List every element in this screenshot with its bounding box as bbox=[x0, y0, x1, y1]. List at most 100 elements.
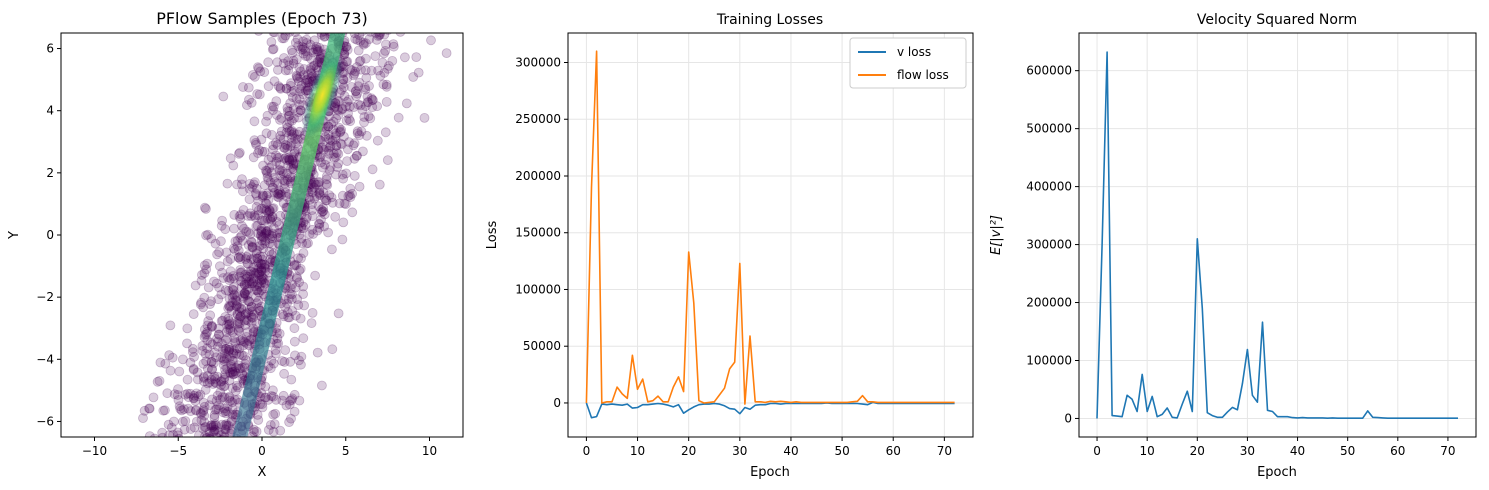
scatter-point bbox=[209, 276, 219, 287]
scatter-point bbox=[210, 404, 221, 415]
scatter-point bbox=[226, 305, 237, 316]
scatter-point bbox=[250, 285, 261, 295]
y-tick-label: 100000 bbox=[515, 282, 561, 296]
scatter-point bbox=[349, 68, 360, 79]
scatter-point bbox=[316, 207, 327, 218]
scatter-point bbox=[232, 343, 242, 354]
scatter-point bbox=[242, 327, 253, 338]
scatter-point bbox=[217, 419, 228, 430]
scatter-point bbox=[441, 48, 452, 58]
scatter-point bbox=[357, 105, 368, 115]
scatter-point bbox=[221, 327, 232, 337]
scatter-point bbox=[260, 165, 271, 176]
scatter-point bbox=[260, 225, 271, 236]
scatter-point bbox=[223, 303, 234, 314]
scatter-point bbox=[295, 263, 306, 274]
scatter-point bbox=[193, 391, 204, 402]
scatter-point bbox=[333, 110, 344, 121]
scatter-point bbox=[210, 238, 221, 249]
scatter-point bbox=[204, 377, 215, 388]
scatter-point bbox=[341, 41, 352, 52]
scatter-point bbox=[381, 79, 392, 90]
scatter-point bbox=[336, 104, 347, 115]
scatter-point bbox=[282, 140, 293, 151]
scatter-point bbox=[218, 91, 229, 102]
scatter-point bbox=[202, 370, 213, 381]
scatter-point bbox=[276, 126, 287, 137]
scatter-point bbox=[262, 168, 272, 179]
scatter-point bbox=[274, 328, 285, 339]
scatter-point bbox=[199, 292, 210, 303]
scatter-point bbox=[235, 213, 246, 224]
scatter-point bbox=[314, 219, 325, 230]
y-tick-label: −4 bbox=[36, 352, 54, 366]
scatter-point bbox=[324, 190, 335, 201]
scatter-point bbox=[345, 183, 356, 194]
scatter-point bbox=[284, 399, 295, 410]
scatter-point bbox=[243, 258, 253, 269]
scatter-point bbox=[228, 369, 239, 380]
scatter-point bbox=[343, 191, 354, 202]
y-tick-label: 300000 bbox=[1026, 238, 1072, 252]
scatter-point bbox=[339, 198, 350, 209]
scatter-point bbox=[257, 272, 268, 283]
scatter-point bbox=[248, 179, 259, 190]
scatter-point bbox=[221, 408, 231, 419]
scatter-point bbox=[214, 261, 225, 272]
scatter-point bbox=[300, 78, 311, 88]
scatter-point bbox=[256, 235, 267, 246]
scatter-point bbox=[248, 152, 259, 163]
scatter-point bbox=[157, 427, 168, 437]
scatter-point bbox=[227, 355, 238, 366]
scatter-point bbox=[263, 394, 274, 405]
scatter-point bbox=[298, 48, 309, 59]
scatter-point bbox=[288, 58, 299, 69]
scatter-point bbox=[344, 114, 355, 124]
scatter-point bbox=[228, 356, 239, 366]
scatter-point bbox=[215, 387, 226, 398]
scatter-point bbox=[281, 83, 292, 94]
scatter-point bbox=[206, 321, 217, 332]
scatter-point bbox=[233, 148, 244, 159]
scatter-point bbox=[292, 34, 303, 44]
scatter-point bbox=[312, 57, 323, 67]
scatter-point bbox=[280, 345, 291, 356]
scatter-point bbox=[251, 201, 262, 212]
scatter-point bbox=[348, 102, 359, 112]
scatter-point bbox=[366, 65, 377, 76]
scatter-point bbox=[224, 320, 234, 330]
scatter-point bbox=[224, 315, 235, 326]
scatter-point bbox=[287, 393, 298, 404]
scatter-point bbox=[273, 81, 284, 92]
scatter-point bbox=[160, 358, 171, 369]
scatter-point bbox=[223, 313, 234, 324]
scatter-point bbox=[307, 187, 318, 198]
scatter-point bbox=[287, 154, 298, 165]
scatter-point bbox=[267, 182, 278, 193]
scatter-point bbox=[230, 236, 241, 247]
scatter-point bbox=[337, 103, 348, 114]
scatter-point bbox=[361, 72, 372, 83]
scatter-point bbox=[235, 335, 246, 346]
scatter-point bbox=[314, 152, 325, 163]
scatter-point bbox=[327, 135, 338, 146]
scatter-point bbox=[313, 177, 324, 188]
scatter-point bbox=[338, 82, 349, 93]
scatter-point bbox=[233, 252, 244, 263]
scatter-point bbox=[247, 182, 258, 193]
scatter-point bbox=[291, 54, 302, 65]
scatter-point bbox=[380, 127, 391, 138]
scatter-point bbox=[265, 213, 276, 224]
scatter-point bbox=[241, 355, 252, 366]
scatter-point bbox=[152, 376, 163, 387]
scatter-point bbox=[249, 267, 260, 278]
scatter-point bbox=[180, 416, 191, 426]
scatter-point bbox=[202, 258, 213, 269]
scatter-point bbox=[225, 301, 236, 311]
scatter-point bbox=[239, 288, 250, 298]
scatter-point bbox=[233, 326, 244, 337]
scatter-point bbox=[265, 363, 276, 374]
scatter-point bbox=[294, 84, 305, 94]
x-tick-label: 20 bbox=[681, 444, 696, 458]
scatter-point bbox=[258, 232, 269, 243]
